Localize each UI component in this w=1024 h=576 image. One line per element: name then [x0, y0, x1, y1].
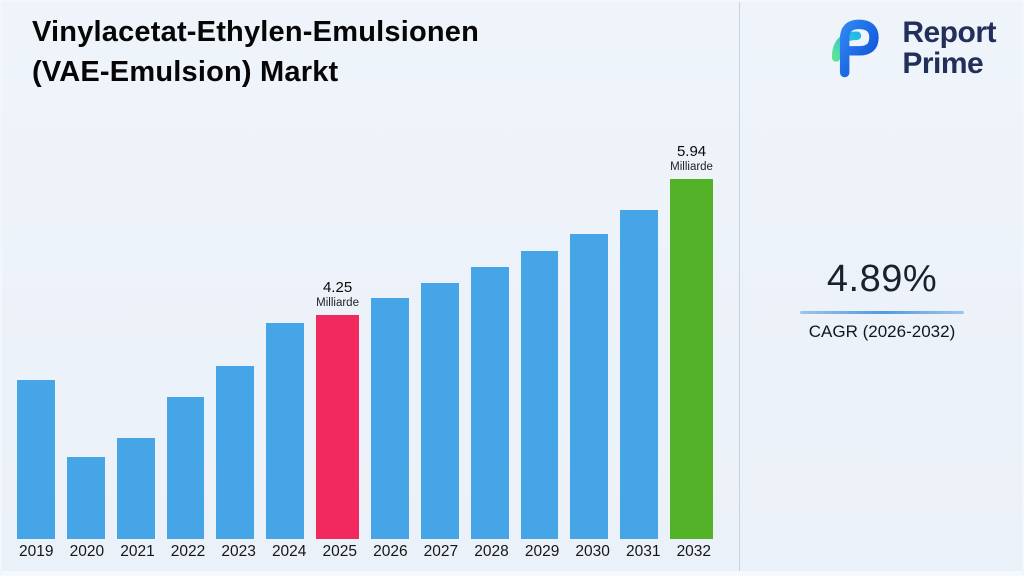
bar-2032 [670, 179, 713, 539]
page-title: Vinylacetat-Ethylen-Emulsionen (VAE-Emul… [32, 12, 479, 92]
bar-annotation-2025: 4.25 Milliarde [316, 279, 359, 309]
bar-value-label-2025: 4.25 [322, 279, 353, 296]
cagr-panel: 4.89% CAGR (2026-2032) [740, 258, 1022, 342]
bar-item-2023 [216, 137, 255, 539]
year-label-2023: 2023 [221, 543, 256, 560]
bar-2024 [266, 323, 305, 539]
year-label-2030: 2030 [575, 543, 610, 560]
year-label-2021: 2021 [120, 543, 155, 560]
report-prime-logo-text: Report Prime [902, 17, 996, 79]
report-prime-logo: Report Prime [822, 14, 996, 82]
bar-item-2030 [570, 137, 609, 539]
bar-unit-label-2025: Milliarde [316, 297, 359, 309]
cagr-label: CAGR (2026-2032) [808, 322, 956, 341]
bar-2025 [316, 315, 359, 539]
bar-item-2029 [520, 137, 559, 539]
bar-2022 [166, 397, 205, 539]
bar-2020 [66, 457, 105, 539]
year-label-2027: 2027 [423, 543, 459, 560]
year-label-2032: 2032 [676, 543, 712, 560]
bar-2029 [520, 251, 559, 539]
bar-item-2024 [266, 137, 305, 539]
bar-2027 [420, 283, 459, 539]
bar-item-2031 [620, 137, 659, 539]
bar-2031 [620, 210, 659, 539]
year-label-2031: 2031 [625, 543, 661, 560]
bar-item-2022 [166, 137, 205, 539]
year-label-2024: 2024 [271, 543, 307, 560]
bar-annotation-2032: 5.94 Milliarde [670, 143, 713, 173]
bar-2019 [17, 380, 55, 539]
panel-divider [739, 2, 740, 571]
bar-item-2026 [370, 137, 409, 539]
bar-item-2028 [470, 137, 509, 539]
bar-value-label-2032: 5.94 [676, 143, 707, 160]
cagr-value: 4.89% [826, 258, 938, 300]
year-label-2026: 2026 [373, 543, 408, 560]
bar-item-2019 [17, 137, 55, 539]
bar-item-2025: 4.25 Milliarde [316, 137, 359, 539]
bar-item-2021 [116, 137, 155, 539]
bar-item-2027 [420, 137, 459, 539]
bar-item-2032: 5.94 Milliarde [670, 137, 713, 539]
logo-text-line1: Report [902, 16, 996, 49]
year-label-2028: 2028 [474, 543, 509, 560]
bar-2026 [370, 298, 409, 539]
year-label-2025: 2025 [322, 543, 357, 560]
bar-unit-label-2032: Milliarde [670, 161, 713, 173]
bar-item-2020 [66, 137, 105, 539]
page-title-line1: Vinylacetat-Ethylen-Emulsionen [32, 16, 480, 48]
page-title-line2: (VAE-Emulsion) Markt [32, 56, 339, 88]
year-label-2020: 2020 [69, 543, 105, 560]
bar-2021 [116, 438, 155, 539]
year-label-2022: 2022 [170, 543, 206, 560]
cagr-underline [800, 311, 964, 314]
logo-text-line2: Prime [902, 47, 984, 80]
report-prime-logo-icon [832, 19, 879, 78]
year-label-2019: 2019 [19, 543, 54, 560]
bar-2028 [470, 267, 509, 539]
chart-years: 2019 2020 2021 2022 2023 2024 2025 2026 2027 2028… [17, 543, 713, 561]
year-label-2029: 2029 [524, 543, 560, 560]
bar-2030 [570, 234, 609, 539]
chart-bars: 4.25 Milliarde 5.94 Milliarde [17, 137, 713, 539]
bar-2023 [216, 366, 255, 539]
